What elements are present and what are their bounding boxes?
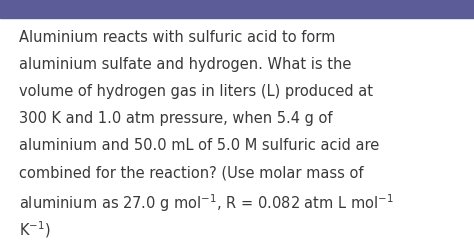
Text: volume of hydrogen gas in liters (L) produced at: volume of hydrogen gas in liters (L) pro…	[19, 84, 373, 99]
Text: combined for the reaction? (Use molar mass of: combined for the reaction? (Use molar ma…	[19, 165, 364, 180]
Text: 300 K and 1.0 atm pressure, when 5.4 g of: 300 K and 1.0 atm pressure, when 5.4 g o…	[19, 111, 332, 126]
Text: aluminium as 27.0 g mol$^{-1}$, R = 0.082 atm L mol$^{-1}$: aluminium as 27.0 g mol$^{-1}$, R = 0.08…	[19, 192, 394, 214]
Text: aluminium sulfate and hydrogen. What is the: aluminium sulfate and hydrogen. What is …	[19, 57, 351, 72]
Text: Aluminium reacts with sulfuric acid to form: Aluminium reacts with sulfuric acid to f…	[19, 30, 335, 45]
Text: K$^{-1}$): K$^{-1}$)	[19, 219, 51, 240]
Text: aluminium and 50.0 mL of 5.0 M sulfuric acid are: aluminium and 50.0 mL of 5.0 M sulfuric …	[19, 138, 379, 153]
